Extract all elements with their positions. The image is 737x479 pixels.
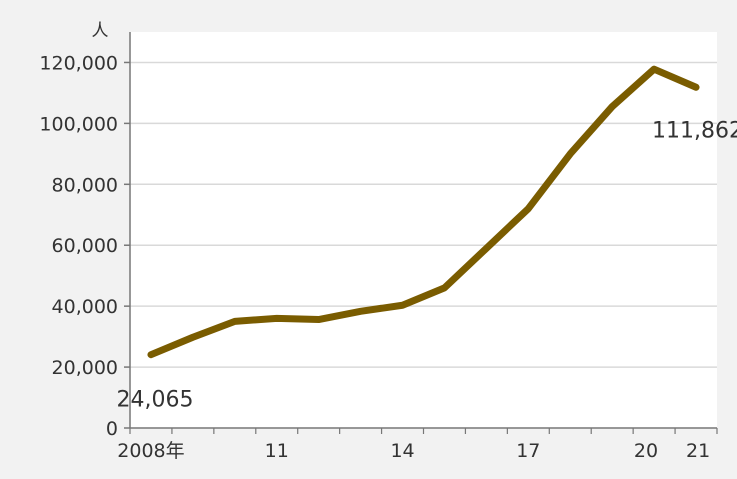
y-tick-label: 100,000 [39, 113, 118, 135]
data-label: 111,862 [652, 118, 737, 143]
x-tick-label: 2008年 [117, 440, 184, 462]
y-tick-label: 40,000 [52, 296, 118, 318]
x-tick-label: 21 [686, 440, 710, 462]
y-tick-label: 0 [106, 418, 118, 440]
x-tick-label: 20 [634, 440, 658, 462]
y-tick-label: 80,000 [52, 174, 118, 196]
y-tick-label: 60,000 [52, 235, 118, 257]
x-tick-label: 11 [265, 440, 289, 462]
x-tick-label: 17 [516, 440, 540, 462]
data-label: 24,065 [116, 388, 193, 413]
x-tick-label: 14 [390, 440, 414, 462]
y-axis-unit-label: 人 [92, 21, 109, 41]
y-tick-label: 120,000 [39, 52, 118, 74]
y-tick-label: 20,000 [52, 357, 118, 379]
